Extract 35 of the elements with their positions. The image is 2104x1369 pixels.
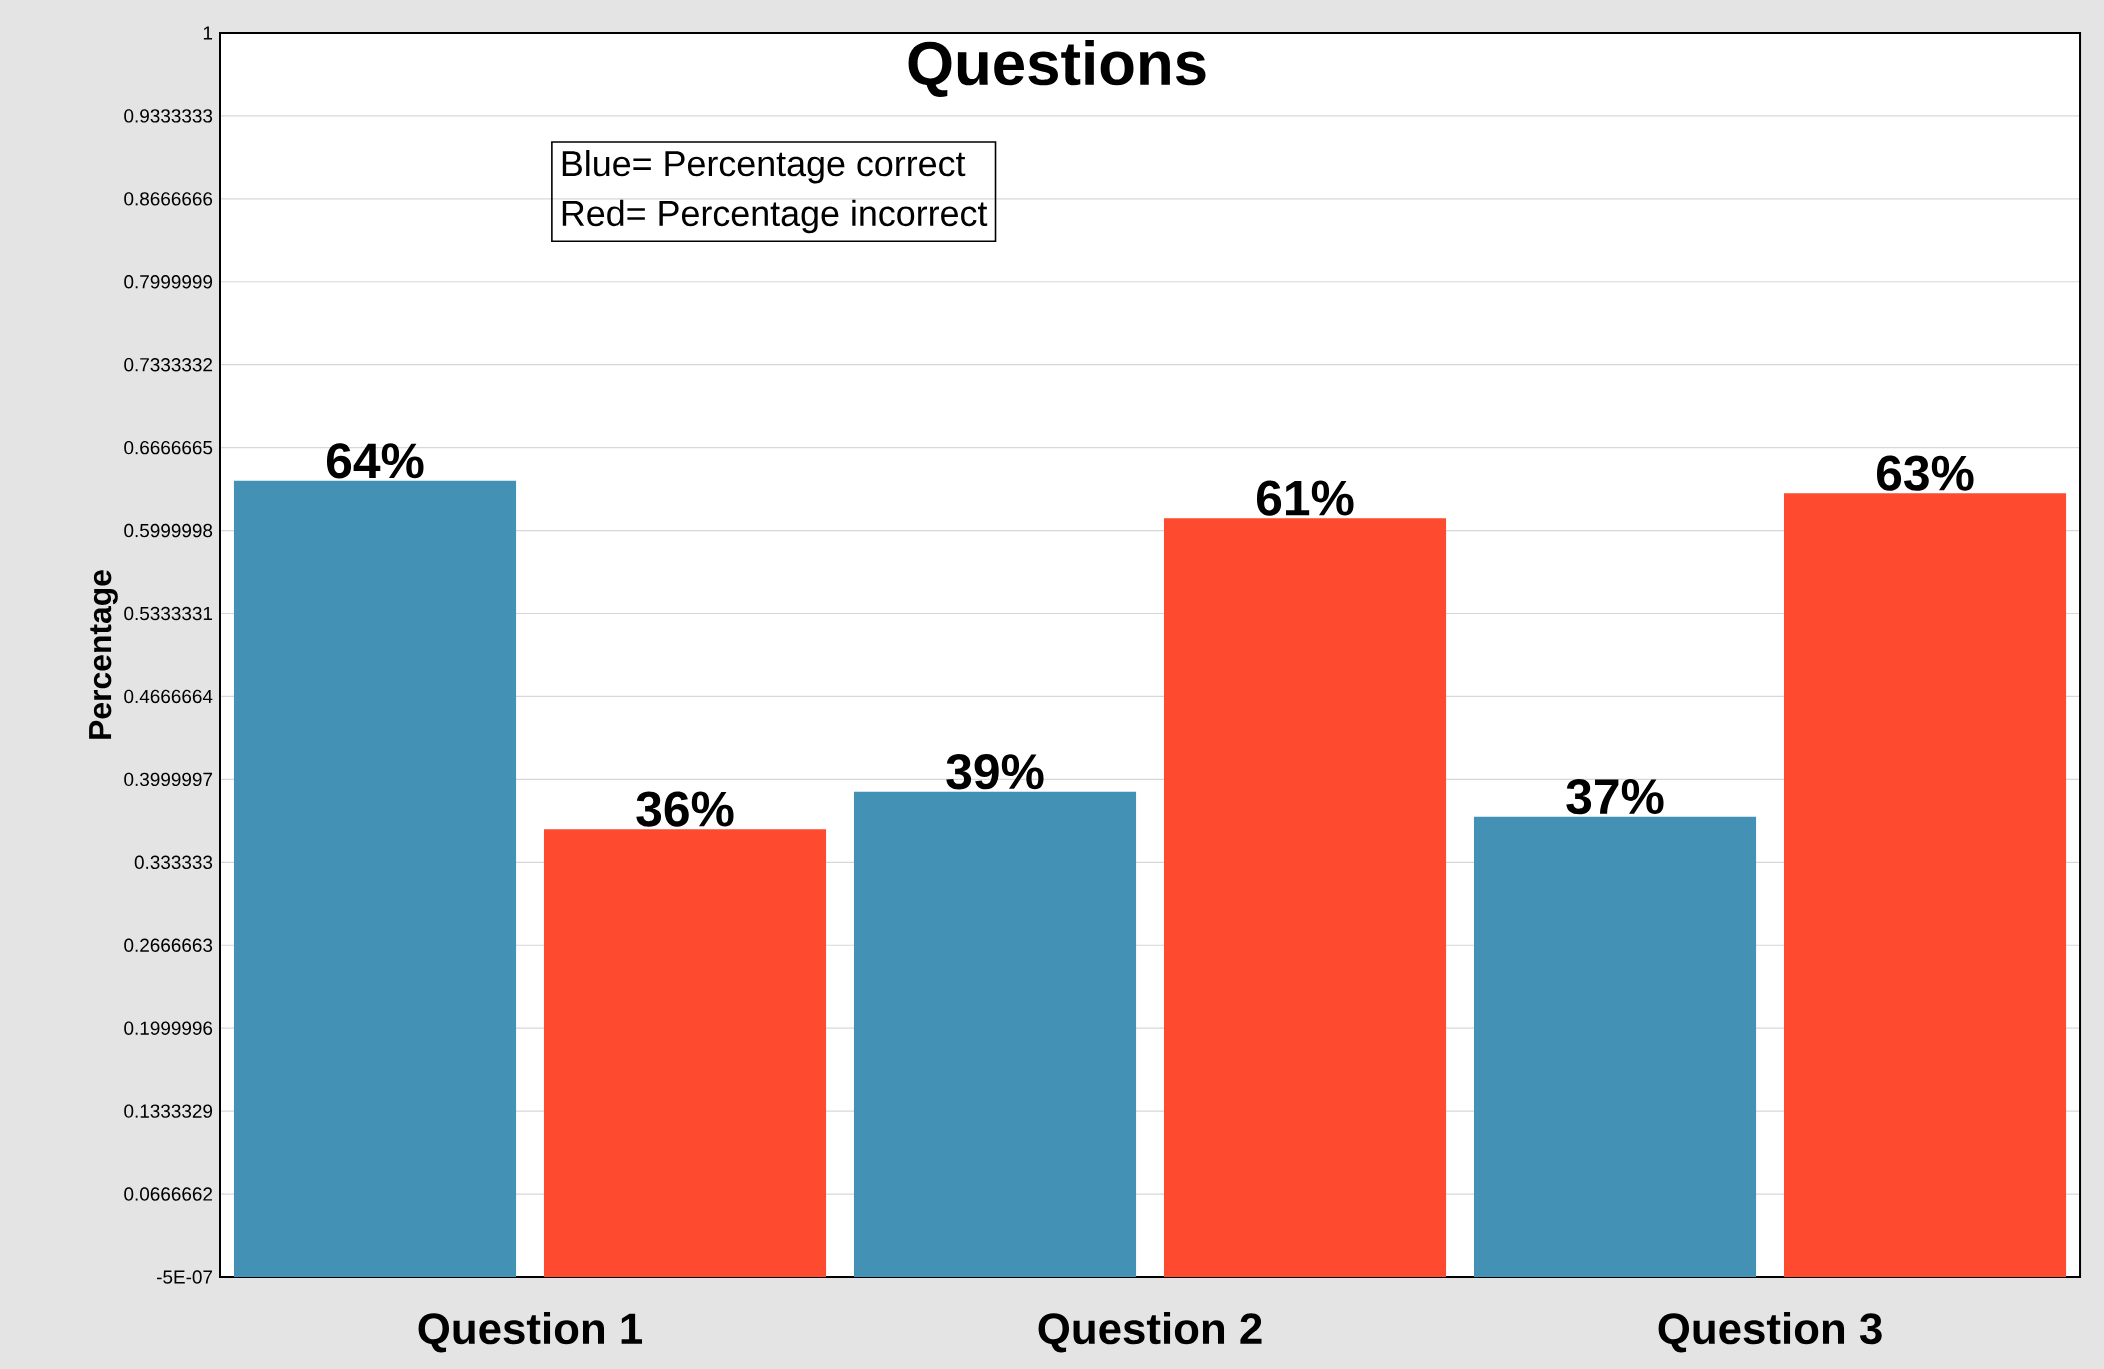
x-tick-label: Question 1 xyxy=(418,1312,643,1353)
y-tick-label: 0.1999996 xyxy=(124,1021,213,1035)
y-tick-label: 1 xyxy=(203,26,213,40)
annotation: Blue= Percentage correct xyxy=(562,149,966,184)
y-tick-label: 0.4666664 xyxy=(124,689,213,704)
y-tick-label: 0.333333 xyxy=(134,855,213,870)
y-tick-label: 0.5999998 xyxy=(124,523,213,538)
y-tick-label: 0.2666663 xyxy=(124,938,213,952)
data-label: 61% xyxy=(1256,480,1354,516)
x-tick-label: Question 2 xyxy=(1038,1312,1262,1353)
x-tick-label: Question 3 xyxy=(1658,1312,1882,1353)
y-tick-label: 0.9333333 xyxy=(124,109,213,123)
bar xyxy=(1783,493,2067,1277)
chart-title: Questions xyxy=(908,39,1206,97)
annotation: Red= Percentage incorrect xyxy=(562,199,988,234)
y-axis-title: Percentage xyxy=(89,570,118,739)
data-label: 36% xyxy=(636,791,734,827)
bar xyxy=(233,480,517,1277)
y-tick-label: 0.0666662 xyxy=(124,1187,213,1201)
y-tick-label: 0.7333332 xyxy=(124,358,213,372)
y-tick-label: 0.8666666 xyxy=(124,192,213,206)
y-tick-label: 0.6666665 xyxy=(124,440,213,455)
data-label: 63% xyxy=(1876,455,1974,491)
y-tick-label: 0.3999997 xyxy=(124,772,213,787)
bar xyxy=(1473,816,1757,1277)
bar xyxy=(543,829,827,1277)
y-tick-label: 0.5333331 xyxy=(124,606,213,621)
y-tick-label: -5E-07 xyxy=(156,1270,213,1284)
data-label: 64% xyxy=(326,443,424,479)
data-label: 39% xyxy=(946,754,1044,790)
bar xyxy=(853,791,1137,1277)
y-tick-label: 0.1333329 xyxy=(124,1104,213,1118)
bar xyxy=(1163,518,1447,1277)
y-tick-label: 0.7999999 xyxy=(124,275,213,289)
data-label: 37% xyxy=(1566,778,1664,815)
